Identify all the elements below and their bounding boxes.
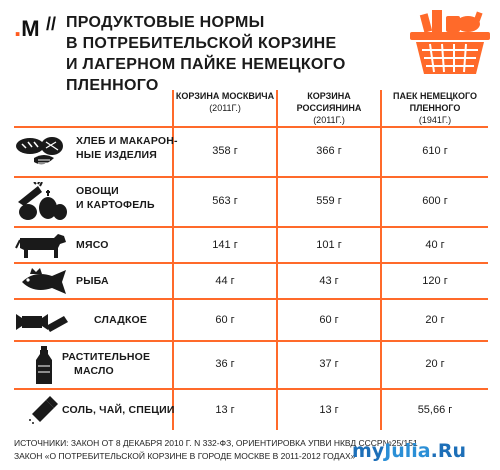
row-label: РАСТИТЕЛЬНОЕ МАСЛО [62, 351, 151, 377]
page-title: ПРОДУКТОВЫЕ НОРМЫ В ПОТРЕБИТЕЛЬСКОЙ КОРЗ… [66, 12, 404, 96]
value-pow: 610 г [422, 145, 448, 157]
vegetables-icon [18, 182, 67, 220]
title-line-2: В ПОТРЕБИТЕЛЬСКОЙ КОРЗИНЕ [66, 35, 337, 52]
table-row: СЛАДКОЕ 60 г 60 г 20 г [14, 300, 488, 340]
value-russia: 37 г [319, 358, 339, 370]
watermark-logo: myJulia.Ru [352, 440, 467, 462]
value-russia: 43 г [319, 275, 339, 287]
title-line-3: И ЛАГЕРНОМ ПАЙКЕ НЕМЕЦКОГО ПЛЕННОГО [66, 56, 346, 94]
sources-footer: ИСТОЧНИКИ: ЗАКОН ОТ 8 ДЕКАБРЯ 2010 Г. N … [14, 437, 418, 463]
column-header-moscow: КОРЗИНА МОСКВИЧА (2011г.) [175, 91, 275, 113]
row-divider [14, 176, 488, 178]
value-moscow: 44 г [215, 275, 235, 287]
value-pow: 600 г [422, 195, 448, 207]
value-moscow: 36 г [215, 358, 235, 370]
value-pow: 55,66 г [417, 404, 453, 416]
value-moscow: 358 г [212, 145, 238, 157]
row-divider [14, 126, 488, 128]
row-label: МЯСО [76, 239, 109, 251]
value-moscow: 13 г [215, 404, 235, 416]
value-russia: 559 г [316, 195, 342, 207]
value-pow: 20 г [425, 358, 445, 370]
comparison-table: КОРЗИНА МОСКВИЧА (2011г.) КОРЗИНА РОССИЯ… [14, 90, 488, 430]
value-pow: 40 г [425, 239, 445, 251]
row-label: ХЛЕБ И МАКАРОН- НЫЕ ИЗДЕЛИЯ [76, 135, 178, 161]
row-label: СЛАДКОЕ [94, 314, 148, 326]
candy-icon [16, 314, 68, 332]
table-row: СОЛЬ, ЧАЙ, СПЕЦИИ 13 г 13 г 55,66 г [14, 390, 488, 430]
value-moscow: 141 г [212, 239, 238, 251]
row-label: РЫБА [76, 275, 109, 287]
value-moscow: 563 г [212, 195, 238, 207]
table-row: РАСТИТЕЛЬНОЕ МАСЛО 36 г 37 г 20 г [14, 342, 488, 388]
sources-line-2: ЗАКОН «О ПОТРЕБИТЕЛЬСКОЙ КОРЗИНЕ В ГОРОД… [14, 451, 356, 461]
column-header-pow: ПАЕК НЕМЕЦКОГО ПЛЕННОГО (1941г.) [392, 91, 478, 125]
value-moscow: 60 г [215, 314, 235, 326]
row-divider [14, 262, 488, 264]
column-divider [276, 90, 278, 430]
title-line-1: ПРОДУКТОВЫЕ НОРМЫ [66, 14, 265, 31]
value-russia: 366 г [316, 145, 342, 157]
salt-shaker-icon [29, 396, 58, 424]
column-divider [172, 90, 174, 430]
bread-icon [16, 137, 63, 165]
value-russia: 101 г [316, 239, 342, 251]
table-row: МЯСО 141 г 101 г 40 г [14, 228, 488, 262]
table-row: ОВОЩИ И КАРТОФЕЛЬ 563 г 559 г 600 г [14, 178, 488, 226]
row-label: ОВОЩИ И КАРТОФЕЛЬ [76, 185, 155, 211]
row-divider [14, 340, 488, 342]
column-divider [380, 90, 382, 430]
value-pow: 120 г [422, 275, 448, 287]
row-divider [14, 388, 488, 390]
column-header-russia: КОРЗИНА РОССИЯНИНА (2011г.) [296, 91, 362, 125]
fish-icon [22, 268, 66, 294]
value-russia: 60 г [319, 314, 339, 326]
logo: .M [14, 12, 40, 42]
food-basket-icon [410, 10, 490, 74]
table-row: РЫБА 44 г 43 г 120 г [14, 264, 488, 298]
header: .M // ПРОДУКТОВЫЕ НОРМЫ В ПОТРЕБИТЕЛЬСКО… [14, 10, 404, 94]
value-russia: 13 г [319, 404, 339, 416]
row-label: СОЛЬ, ЧАЙ, СПЕЦИИ [62, 404, 175, 416]
cow-icon [15, 234, 66, 258]
row-divider [14, 298, 488, 300]
value-pow: 20 г [425, 314, 445, 326]
title-slashes: // [46, 14, 57, 34]
row-divider [14, 226, 488, 228]
table-row: ХЛЕБ И МАКАРОН- НЫЕ ИЗДЕЛИЯ 358 г 366 г … [14, 128, 488, 176]
sources-line-1: ИСТОЧНИКИ: ЗАКОН ОТ 8 ДЕКАБРЯ 2010 Г. N … [14, 438, 418, 448]
oil-bottle-icon [36, 346, 52, 384]
